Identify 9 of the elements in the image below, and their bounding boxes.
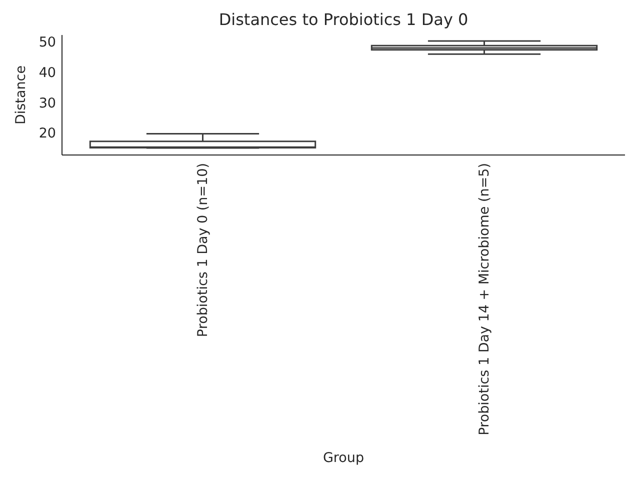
y-axis-title: Distance [13,65,29,125]
x-tick-label: Probiotics 1 Day 14 + Microbiome (n=5) [476,163,492,436]
y-tick-label: 20 [38,126,56,142]
y-tick-label: 50 [38,34,56,51]
y-tick-label: 30 [38,95,56,112]
x-tick-label: Probiotics 1 Day 0 (n=10) [194,163,211,338]
y-tick-label: 40 [38,65,56,81]
chart-title: Distances to Probiotics 1 Day 0 [218,10,468,29]
x-axis-title: Group [322,450,364,466]
